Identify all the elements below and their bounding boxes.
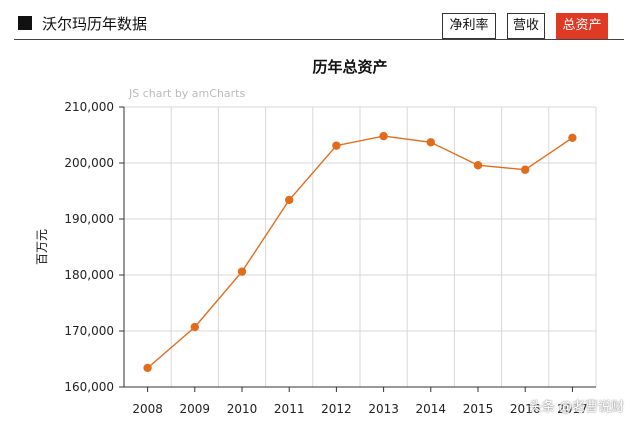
x-tick-label: 2015	[463, 402, 494, 416]
y-tick-label: 210,000	[64, 100, 114, 114]
data-point	[426, 138, 435, 147]
x-tick-label: 2010	[227, 402, 258, 416]
series-layer	[143, 131, 577, 373]
x-tick-label: 2008	[132, 402, 163, 416]
data-point	[237, 267, 247, 276]
chart-credit[interactable]: JS chart by amCharts	[129, 87, 246, 100]
y-axis-label: 百万元	[35, 229, 49, 265]
data-point	[143, 363, 152, 373]
header: 沃尔玛历年数据 净利率 营收 总资产	[0, 0, 640, 42]
chart-title: 历年总资产	[312, 58, 388, 76]
header-marker	[18, 16, 32, 30]
x-tick-label: 2011	[274, 402, 305, 416]
tab-net-margin[interactable]: 净利率	[442, 13, 496, 39]
x-tick-label: 2016	[510, 402, 541, 416]
tab-revenue[interactable]: 营收	[507, 13, 545, 39]
data-point	[379, 131, 388, 141]
data-point	[285, 195, 294, 205]
y-tick-label: 190,000	[64, 212, 114, 226]
y-tick-label: 170,000	[64, 324, 114, 338]
y-tick-label: 160,000	[64, 380, 114, 394]
axis-layer	[119, 106, 596, 392]
data-point	[473, 161, 483, 170]
watermark: 头条 @老曹说财	[528, 400, 624, 415]
data-point	[521, 165, 530, 174]
x-tick-label: 2009	[180, 402, 211, 416]
data-point	[568, 133, 577, 142]
header-divider	[14, 39, 624, 40]
header-title: 沃尔玛历年数据	[42, 15, 148, 33]
data-point	[332, 141, 341, 150]
y-tick-label: 200,000	[64, 156, 114, 170]
x-tick-label: 2017	[557, 402, 588, 416]
label-layer: 160,000 170,000 180,000 190,000 200,000 210,0…	[35, 100, 588, 416]
data-point	[190, 322, 199, 332]
grid-layer	[123, 106, 597, 388]
x-tick-label: 2014	[416, 402, 447, 416]
x-tick-label: 2012	[321, 402, 352, 416]
x-tick-label: 2013	[368, 402, 399, 416]
series-line	[147, 135, 573, 369]
tab-total-assets[interactable]: 总资产	[556, 13, 608, 39]
y-tick-label: 180,000	[64, 268, 114, 282]
